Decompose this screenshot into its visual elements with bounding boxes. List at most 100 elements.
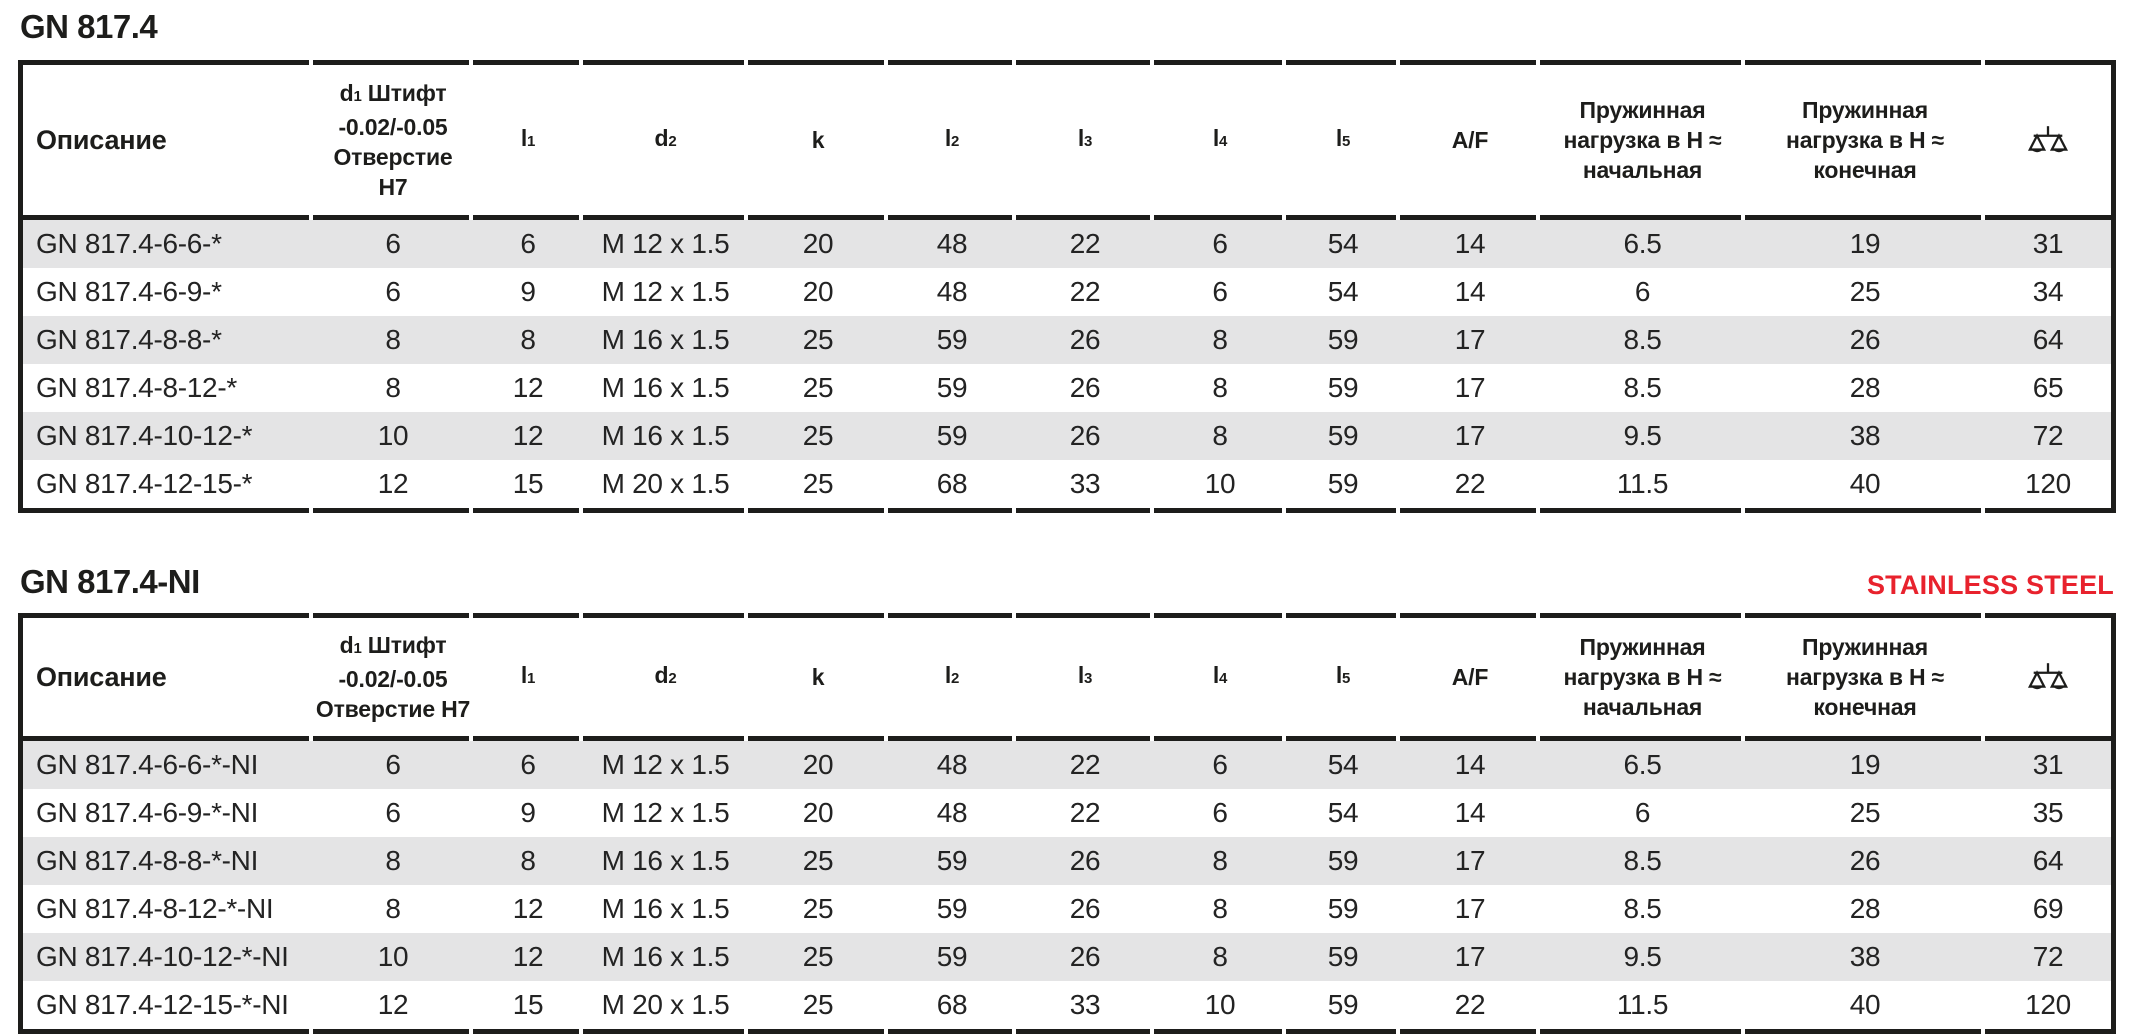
border-segment: [473, 1029, 583, 1034]
cell-l3: 26: [1069, 893, 1101, 924]
header-text: l: [1077, 662, 1085, 688]
cell-spring-load-final: 26: [1849, 324, 1881, 355]
cell-k: 20: [802, 797, 834, 828]
cell-d2: M 16 x 1.5: [601, 420, 730, 451]
cell-d2: M 16 x 1.5: [601, 845, 730, 876]
cell-k: 25: [802, 420, 834, 451]
header-subscript: 1: [353, 640, 362, 657]
spec-table-gn-817-4-ni: Описание d1 Штифт -0.02/-0.05 Отверстие H7 l…: [18, 613, 2116, 1034]
cell-spring-load-initial: 6: [1634, 276, 1651, 307]
border-segment: [1154, 1029, 1286, 1034]
cell-l4: 8: [1212, 420, 1228, 451]
cell-l1: 8: [520, 324, 536, 355]
border-segment: [748, 1029, 888, 1034]
column-header-d2: d2: [583, 65, 748, 215]
header-subscript: 2: [668, 133, 677, 150]
cell-spring-load-initial: 8.5: [1623, 324, 1662, 355]
column-header-l5: l5: [1286, 618, 1400, 736]
header-text: начальная: [1582, 157, 1703, 183]
border-segment: [888, 508, 1016, 513]
table-body: GN 817.4-6-6-*-NI 6 6 M 12 x 1.5 20 48 22 6 54 14…: [23, 741, 2111, 1029]
cell-weight: 72: [2032, 941, 2064, 972]
cell-d2: M 20 x 1.5: [601, 468, 730, 499]
cell-k: 25: [802, 324, 834, 355]
column-header-weight: [1985, 65, 2111, 215]
table-row: GN 817.4-12-15-*-NI 12 15 M 20 x 1.5 25 68 33 1…: [23, 981, 2111, 1029]
cell-d1: 10: [377, 941, 409, 972]
header-text: H7: [378, 174, 408, 200]
border-segment: [1985, 736, 2111, 741]
cell-weight: 120: [2025, 468, 2071, 499]
cell-l2: 59: [936, 845, 968, 876]
cell-af: 14: [1454, 797, 1486, 828]
cell-l3: 26: [1069, 372, 1101, 403]
header-text: l: [1212, 125, 1220, 151]
border-segment: [1400, 613, 1540, 618]
cell-l2: 59: [936, 324, 968, 355]
cell-weight: 64: [2032, 845, 2064, 876]
border-segment: [1016, 60, 1154, 65]
header-text: l: [944, 662, 952, 688]
cell-spring-load-initial: 6.5: [1623, 749, 1662, 780]
column-header-label: l2: [945, 123, 960, 157]
column-header-spring-load-initial: Пружинная нагрузка в Н ≈ начальная: [1540, 618, 1745, 736]
cell-l4: 8: [1212, 893, 1228, 924]
column-header-af: A/F: [1400, 65, 1540, 215]
cell-spring-load-initial: 9.5: [1623, 420, 1662, 451]
cell-af: 14: [1454, 276, 1486, 307]
border-segment: [748, 613, 888, 618]
column-header-l1: l1: [473, 618, 583, 736]
column-header-label: l3: [1077, 660, 1093, 694]
header-subscript: 5: [1342, 670, 1351, 687]
column-header-l3: l3: [1016, 65, 1154, 215]
cell-spring-load-initial: 8.5: [1623, 845, 1662, 876]
column-header-label: Описание: [36, 662, 167, 692]
scales-icon: [2027, 125, 2069, 152]
border-segment: [1985, 1029, 2111, 1034]
cell-description: GN 817.4-6-6-*: [36, 228, 222, 259]
header-text: Описание: [36, 662, 167, 692]
table-body: GN 817.4-6-6-* 6 6 M 12 x 1.5 20 48 22 6 54 14 6.5…: [23, 220, 2111, 508]
column-header-label: d1 Штифт -0.02/-0.05 Отверстие H7: [316, 630, 470, 724]
cell-l3: 26: [1069, 941, 1101, 972]
cell-description: GN 817.4-6-9-*: [36, 276, 222, 307]
cell-l2: 59: [936, 372, 968, 403]
border-segment: [1400, 215, 1540, 220]
cell-af: 14: [1454, 228, 1486, 259]
cell-l4: 6: [1212, 749, 1228, 780]
column-header-label: l4: [1212, 123, 1228, 157]
cell-description: GN 817.4-8-12-*: [36, 372, 237, 403]
cell-l4: 8: [1212, 324, 1228, 355]
header-text: -0.02/-0.05: [338, 666, 448, 692]
column-header-l4: l4: [1154, 618, 1286, 736]
header-text: Штифт: [361, 80, 447, 106]
header-subscript: 2: [951, 133, 960, 150]
border-segment: [583, 736, 748, 741]
column-header-label: d1 Штифт -0.02/-0.05 Отверстие H7: [333, 78, 452, 202]
cell-description: GN 817.4-8-12-*-NI: [36, 893, 274, 924]
border-segment: [748, 60, 888, 65]
cell-k: 25: [802, 468, 834, 499]
column-header-l2: l2: [888, 65, 1016, 215]
column-header-label: d2: [654, 123, 676, 157]
border-segment: [748, 508, 888, 513]
cell-spring-load-initial: 9.5: [1623, 941, 1662, 972]
cell-l3: 22: [1069, 797, 1101, 828]
border-segment: [1154, 508, 1286, 513]
cell-l2: 68: [936, 468, 968, 499]
border-segment: [748, 736, 888, 741]
border-segment: [888, 1029, 1016, 1034]
cell-weight: 34: [2032, 276, 2064, 307]
border-segment: [1540, 613, 1745, 618]
border-segment: [1400, 60, 1540, 65]
border-segment: [23, 508, 313, 513]
cell-l1: 9: [520, 797, 536, 828]
table-row: GN 817.4-8-8-* 8 8 M 16 x 1.5 25 59 26 8 59 17 8.5…: [23, 316, 2111, 364]
cell-d2: M 12 x 1.5: [601, 228, 730, 259]
cell-l1: 15: [512, 989, 544, 1020]
table-row: GN 817.4-10-12-* 10 12 M 16 x 1.5 25 59 26 8 59 1…: [23, 412, 2111, 460]
border-segment: [23, 613, 313, 618]
cell-d2: M 16 x 1.5: [601, 893, 730, 924]
cell-description: GN 817.4-12-15-*: [36, 468, 253, 499]
column-header-label: l4: [1213, 660, 1228, 694]
